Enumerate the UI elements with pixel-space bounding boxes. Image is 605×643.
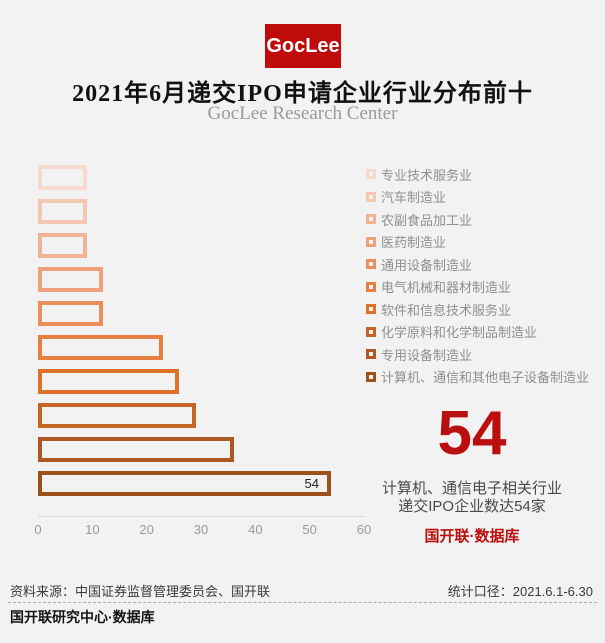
bar-5: [38, 301, 103, 326]
bar-1: [38, 165, 87, 190]
highlight-caption-line2: 递交IPO企业数达54家: [398, 497, 546, 515]
highlight-caption-line1: 计算机、通信电子相关行业: [381, 480, 562, 497]
statistic-scope-text: 统计口径：2021.6.1-6.30: [447, 584, 593, 599]
legend-label: 医药制造业: [381, 235, 447, 251]
legend-item-5: 通用设备制造业: [366, 253, 589, 276]
legend-label: 汽车制造业: [381, 190, 447, 206]
legend-label: 专用设备制造业: [381, 347, 473, 363]
x-tick-30: 30: [193, 522, 209, 537]
legend-item-9: 专用设备制造业: [366, 343, 589, 366]
legend-swatch-icon: [366, 304, 376, 315]
footer-info-row: 资料来源：中国证券监督管理委员会、国开联 统计口径：2021.6.1-6.30: [10, 581, 593, 600]
legend-swatch-icon: [366, 169, 376, 180]
legend-label: 软件和信息技术服务业: [381, 302, 512, 318]
x-tick-0: 0: [34, 522, 42, 537]
x-axis-ticks: 0 10 20 30 40 50 60: [34, 522, 371, 538]
chart-legend: 专业技术服务业 汽车制造业农副食品加工业 医药制造业通用设备制造业电气机械和器材制造…: [366, 163, 589, 388]
legend-item-3: 农副食品加工业: [366, 208, 589, 231]
legend-item-8: 化学原料和化学制品制造业: [366, 321, 589, 344]
legend-item-4: 医药制造业: [366, 231, 589, 254]
highlight-brand: 国开联·数据库: [424, 528, 520, 545]
x-tick-60: 60: [356, 522, 372, 537]
legend-item-1: 专业技术服务业: [366, 163, 589, 186]
legend-label: 化学原料和化学制品制造业: [381, 325, 538, 341]
highlight-panel: 54 计算机、通信电子相关行业 递交IPO企业数达54家 国开联·数据库: [363, 401, 581, 546]
data-source-text: 资料来源：中国证券监督管理委员会、国开联: [10, 584, 271, 599]
x-tick-10: 10: [85, 522, 100, 537]
legend-swatch-icon: [366, 281, 376, 292]
bar-6: [38, 335, 163, 360]
legend-swatch-icon: [366, 259, 376, 270]
legend-label: 农副食品加工业: [381, 212, 473, 228]
legend-swatch-icon: [366, 236, 376, 247]
bar-10: 54: [38, 471, 331, 496]
bar-chart: 54: [38, 165, 331, 505]
x-tick-50: 50: [302, 522, 317, 537]
x-axis-line: [38, 516, 364, 517]
bar-3: [38, 233, 87, 258]
footer-brand: 国开联研究中心·数据库: [10, 609, 155, 625]
bar-2: [38, 199, 87, 224]
legend-label: 电气机械和器材制造业: [381, 280, 512, 296]
footer-dashed-divider: [8, 602, 597, 603]
legend-item-10: 计算机、通信和其他电子设备制造业: [366, 366, 589, 389]
goclee-logo: GocLee: [265, 24, 341, 68]
legend-swatch-icon: [366, 214, 376, 225]
x-tick-40: 40: [248, 522, 263, 537]
page-title: 2021年6月递交IPO申请企业行业分布前十: [72, 81, 533, 107]
legend-swatch-icon: [366, 371, 376, 382]
x-tick-20: 20: [139, 522, 154, 537]
legend-item-6: 电气机械和器材制造业: [366, 276, 589, 299]
legend-swatch-icon: [366, 191, 376, 202]
page-subtitle: GocLee Research Center: [207, 103, 398, 124]
legend-label: 专业技术服务业: [381, 167, 473, 183]
bar-4: [38, 267, 103, 292]
legend-swatch-icon: [366, 326, 376, 337]
legend-label: 计算机、通信和其他电子设备制造业: [381, 370, 590, 386]
bar-value-label: 54: [304, 476, 319, 491]
legend-swatch-icon: [366, 349, 376, 360]
legend-label: 通用设备制造业: [381, 257, 473, 273]
bar-8: [38, 403, 196, 428]
highlight-number: 54: [437, 399, 507, 468]
legend-item-2: 汽车制造业: [366, 186, 589, 209]
legend-item-7: 软件和信息技术服务业: [366, 298, 589, 321]
bar-7: [38, 369, 179, 394]
bar-9: [38, 437, 234, 462]
